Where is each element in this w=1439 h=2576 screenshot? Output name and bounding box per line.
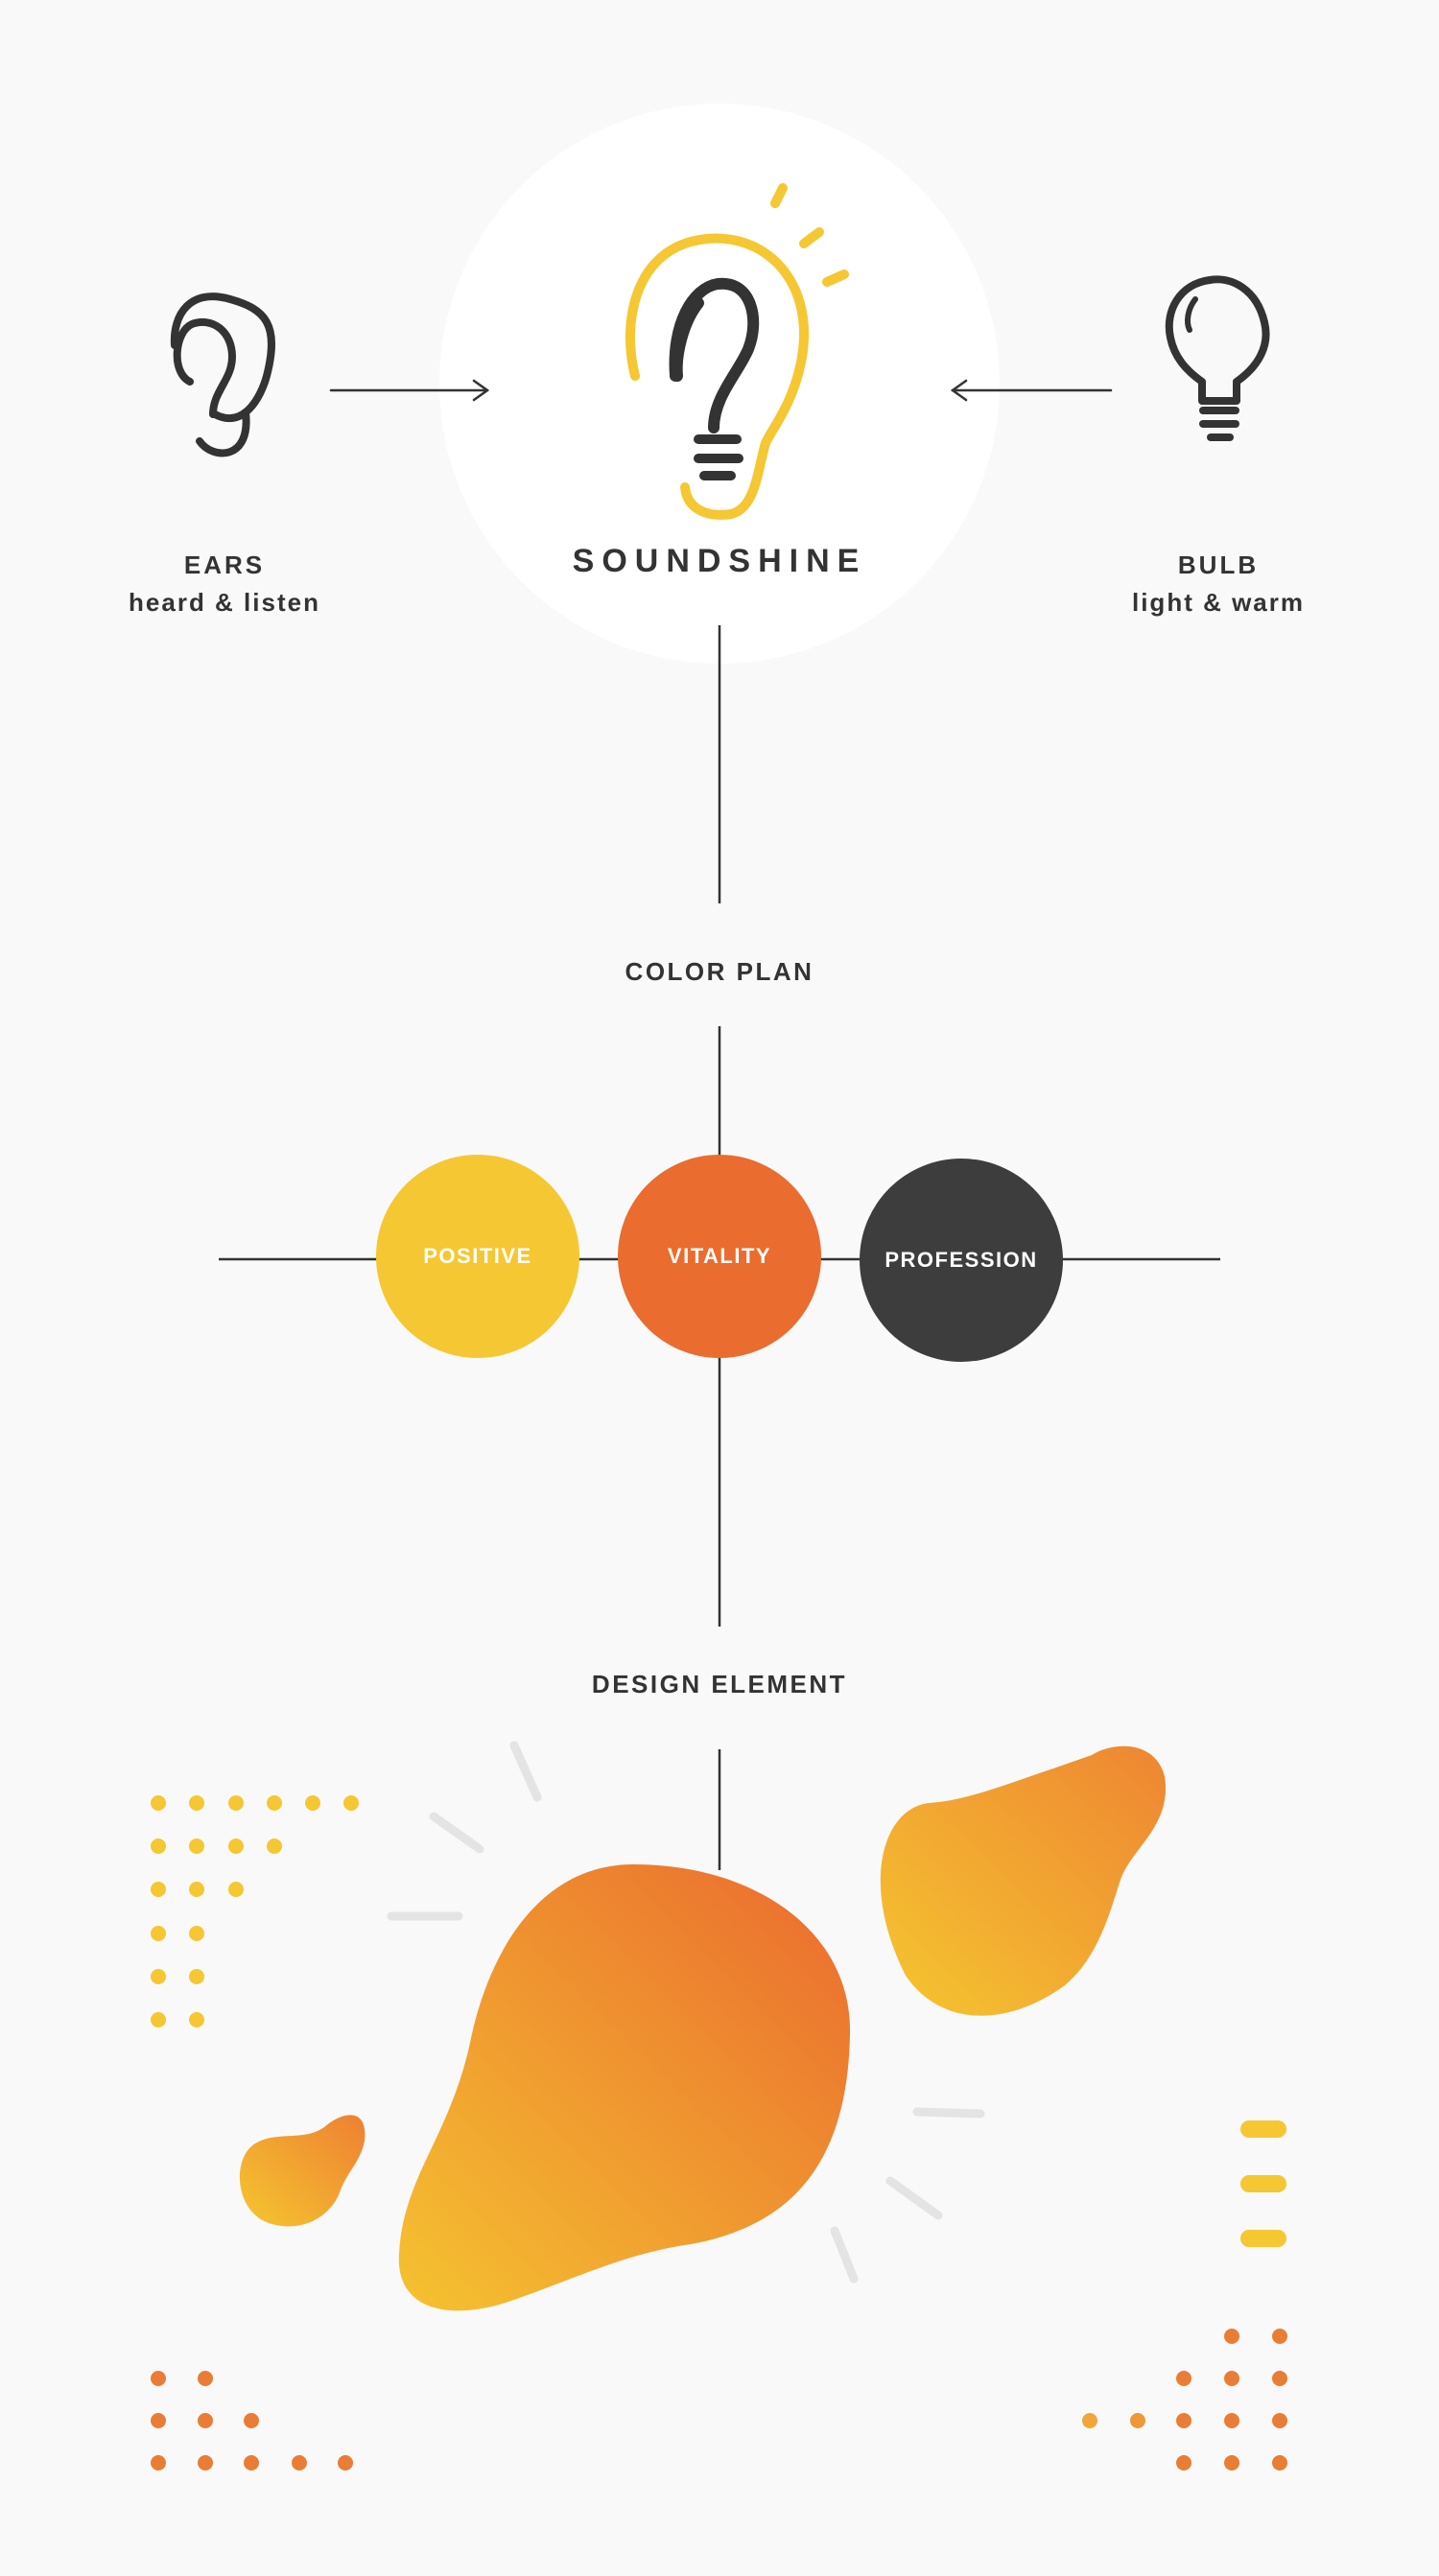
arrow-ears-to-logo — [329, 379, 490, 402]
bulb-label: BULB light & warm — [1074, 550, 1362, 618]
ears-description: heard & listen — [129, 588, 320, 617]
swatch-profession: PROFESSION — [860, 1159, 1063, 1362]
dot-pattern-bottom-right — [1082, 2329, 1287, 2471]
logo-backdrop — [439, 104, 1000, 664]
ear-icon — [170, 293, 275, 457]
dot-pattern-bottom-left — [151, 2371, 353, 2471]
swatch-vitality-label: VITALITY — [667, 1244, 772, 1268]
lightbulb-icon — [1165, 275, 1270, 441]
swatch-vitality: VITALITY — [618, 1155, 821, 1358]
dash-pattern-right — [1240, 2120, 1286, 2247]
large-blob — [398, 1864, 851, 2311]
arrow-bulb-to-logo — [950, 379, 1113, 402]
light-rays — [387, 1741, 985, 2283]
brand-name: SOUNDSHINE — [572, 543, 867, 579]
ears-title: EARS — [183, 550, 266, 579]
color-plan-title: COLOR PLAN — [625, 957, 814, 986]
ear-bulb-logo — [625, 183, 849, 520]
medium-blob — [880, 1745, 1167, 2016]
design-element-title: DESIGN ELEMENT — [591, 1670, 848, 1698]
small-blob — [239, 2115, 366, 2227]
ears-label: EARS heard & listen — [81, 550, 368, 618]
swatch-profession-label: PROFESSION — [885, 1248, 1038, 1272]
swatch-positive: POSITIVE — [376, 1155, 579, 1358]
bulb-title: BULB — [1177, 550, 1260, 579]
dot-pattern-top-left — [151, 1795, 359, 2027]
swatch-positive-label: POSITIVE — [423, 1244, 532, 1268]
bulb-description: light & warm — [1131, 588, 1305, 617]
